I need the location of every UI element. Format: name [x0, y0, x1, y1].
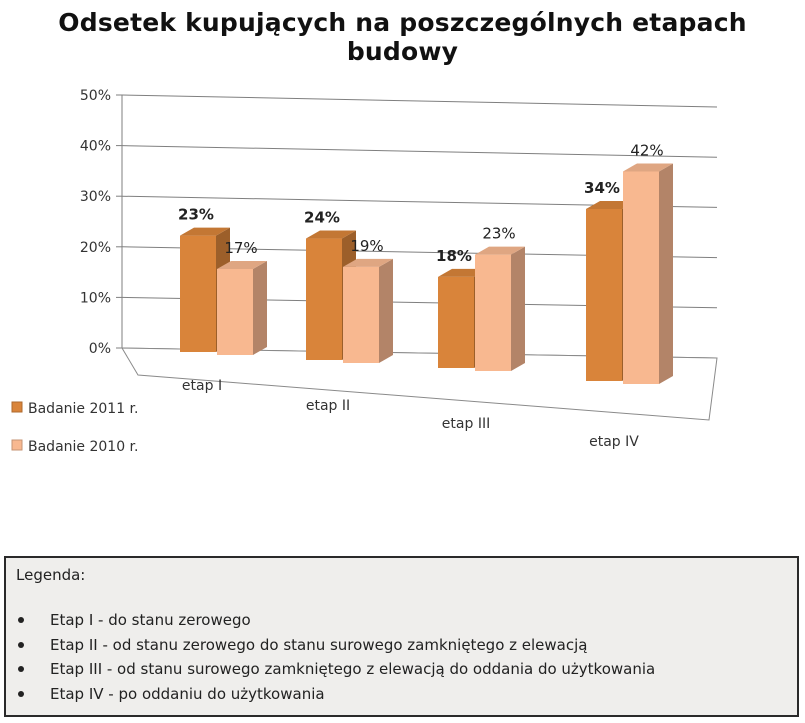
bar-side	[253, 260, 267, 355]
chart-title: Odsetek kupujących na poszczególnych eta…	[58, 8, 747, 66]
data-label: 23%	[482, 225, 515, 243]
legend-item-text: Etap I - do stanu zerowego	[50, 611, 251, 629]
legend-label: Badanie 2011 r.	[28, 401, 138, 417]
data-label: 42%	[630, 141, 663, 159]
y-tick-label: 0%	[89, 341, 111, 357]
bar-chart: 0% 10% 20% 30% 40% 50% 23% 24% 18% 34% 17% 19% 23% 42…	[11, 88, 718, 455]
bar	[217, 268, 253, 355]
legend-label: Badanie 2010 r.	[28, 439, 138, 455]
bar	[475, 254, 511, 371]
bar-top	[623, 163, 673, 172]
legend-item-text: Etap III - od stanu surowego zamkniętego…	[50, 660, 656, 678]
legend-item: Etap II - od stanu zerowego do stanu sur…	[6, 633, 655, 658]
x-tick-label: etap III	[442, 416, 490, 432]
bar	[623, 171, 659, 384]
data-label: 34%	[584, 179, 620, 197]
data-label: 19%	[350, 237, 383, 255]
bar	[306, 238, 342, 360]
legend-list: Etap I - do stanu zerowego Etap II - od …	[6, 608, 655, 706]
bar	[438, 276, 474, 368]
legend-item: Etap III - od stanu surowego zamkniętego…	[6, 657, 655, 682]
bar-top	[343, 258, 393, 267]
bar	[343, 266, 379, 363]
data-label: 24%	[304, 209, 340, 227]
bullet-icon	[18, 641, 24, 648]
gridline	[121, 94, 718, 108]
legend-item-text: Etap IV - po oddaniu do użytkowania	[50, 684, 325, 703]
gridline	[121, 145, 718, 158]
data-label: 17%	[224, 239, 257, 257]
y-tick-label: 50%	[80, 88, 111, 104]
plot-area: 0% 10% 20% 30% 40% 50% 23% 24% 18% 34% 17% 19% 23% 42…	[11, 88, 718, 455]
bullet-icon	[18, 666, 24, 672]
legend-item: Etap IV - po oddaniu do użytkowania	[6, 682, 655, 707]
x-tick-label: etap I	[182, 378, 222, 394]
bullet-icon	[18, 690, 24, 697]
y-tick-label: 40%	[80, 139, 111, 155]
legend-swatch	[11, 401, 23, 413]
legend-item-text: Etap II - od stanu zerowego do stanu sur…	[50, 635, 588, 654]
bar	[180, 235, 216, 352]
y-tick-label: 20%	[80, 240, 111, 256]
y-tick-label: 30%	[80, 189, 111, 205]
data-label: 18%	[436, 247, 472, 265]
data-label: 23%	[178, 206, 214, 224]
legend-heading: Legenda:	[16, 566, 86, 584]
bar-side	[379, 258, 393, 363]
bullet-icon	[18, 617, 24, 623]
bar-side	[511, 246, 525, 371]
bar-top	[180, 227, 230, 236]
x-tick-label: etap II	[306, 398, 350, 414]
bar-top	[217, 260, 267, 269]
bar-side	[659, 163, 673, 384]
bar-top	[306, 230, 356, 239]
legend-swatch	[11, 439, 23, 451]
x-tick-label: etap IV	[589, 434, 639, 450]
legend-box: Legenda: Etap I - do stanu zerowego Etap…	[4, 556, 799, 717]
legend-item: Etap I - do stanu zerowego	[6, 608, 655, 633]
y-tick-label: 10%	[80, 290, 111, 306]
bar-top	[475, 246, 525, 255]
bar	[586, 208, 622, 381]
